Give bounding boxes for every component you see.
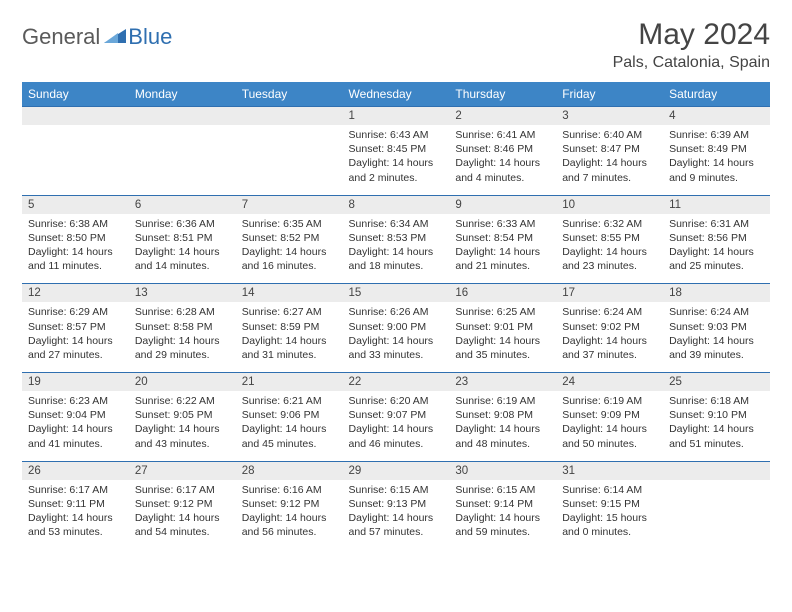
- detail-cell: [22, 125, 129, 195]
- date-cell: 22: [343, 373, 450, 392]
- date-cell: 20: [129, 373, 236, 392]
- date-cell: 16: [449, 284, 556, 303]
- detail-cell: Sunrise: 6:16 AMSunset: 9:12 PMDaylight:…: [236, 480, 343, 550]
- detail-cell: Sunrise: 6:24 AMSunset: 9:02 PMDaylight:…: [556, 302, 663, 372]
- day-header: Thursday: [449, 82, 556, 107]
- detail-cell: Sunrise: 6:19 AMSunset: 9:08 PMDaylight:…: [449, 391, 556, 461]
- header: General Blue May 2024 Pals, Catalonia, S…: [22, 18, 770, 72]
- day-header: Saturday: [663, 82, 770, 107]
- day-header: Sunday: [22, 82, 129, 107]
- date-cell: 29: [343, 461, 450, 480]
- detail-row: Sunrise: 6:38 AMSunset: 8:50 PMDaylight:…: [22, 214, 770, 284]
- date-cell: 3: [556, 107, 663, 126]
- triangle-icon: [104, 27, 126, 48]
- date-cell: 9: [449, 195, 556, 214]
- title-block: May 2024 Pals, Catalonia, Spain: [613, 18, 770, 72]
- date-row: 26 27 28 29 30 31: [22, 461, 770, 480]
- day-header: Tuesday: [236, 82, 343, 107]
- date-cell: 31: [556, 461, 663, 480]
- detail-cell: Sunrise: 6:38 AMSunset: 8:50 PMDaylight:…: [22, 214, 129, 284]
- date-cell: 7: [236, 195, 343, 214]
- date-cell: 21: [236, 373, 343, 392]
- detail-cell: Sunrise: 6:15 AMSunset: 9:13 PMDaylight:…: [343, 480, 450, 550]
- detail-cell: Sunrise: 6:39 AMSunset: 8:49 PMDaylight:…: [663, 125, 770, 195]
- day-header: Wednesday: [343, 82, 450, 107]
- detail-cell: Sunrise: 6:27 AMSunset: 8:59 PMDaylight:…: [236, 302, 343, 372]
- date-cell: [129, 107, 236, 126]
- day-header: Monday: [129, 82, 236, 107]
- date-cell: [22, 107, 129, 126]
- date-cell: 12: [22, 284, 129, 303]
- month-title: May 2024: [613, 18, 770, 52]
- detail-cell: Sunrise: 6:32 AMSunset: 8:55 PMDaylight:…: [556, 214, 663, 284]
- date-cell: 18: [663, 284, 770, 303]
- date-cell: 24: [556, 373, 663, 392]
- date-row: 12 13 14 15 16 17 18: [22, 284, 770, 303]
- detail-cell: [236, 125, 343, 195]
- logo: General Blue: [22, 24, 172, 50]
- date-row: 19 20 21 22 23 24 25: [22, 373, 770, 392]
- detail-cell: Sunrise: 6:40 AMSunset: 8:47 PMDaylight:…: [556, 125, 663, 195]
- detail-cell: Sunrise: 6:15 AMSunset: 9:14 PMDaylight:…: [449, 480, 556, 550]
- date-cell: 25: [663, 373, 770, 392]
- date-cell: 27: [129, 461, 236, 480]
- logo-text-blue: Blue: [128, 24, 172, 50]
- date-cell: 30: [449, 461, 556, 480]
- date-cell: 26: [22, 461, 129, 480]
- calendar-table: Sunday Monday Tuesday Wednesday Thursday…: [22, 82, 770, 549]
- detail-cell: Sunrise: 6:41 AMSunset: 8:46 PMDaylight:…: [449, 125, 556, 195]
- detail-cell: Sunrise: 6:22 AMSunset: 9:05 PMDaylight:…: [129, 391, 236, 461]
- detail-cell: Sunrise: 6:24 AMSunset: 9:03 PMDaylight:…: [663, 302, 770, 372]
- detail-row: Sunrise: 6:29 AMSunset: 8:57 PMDaylight:…: [22, 302, 770, 372]
- detail-cell: [129, 125, 236, 195]
- detail-cell: [663, 480, 770, 550]
- detail-cell: Sunrise: 6:28 AMSunset: 8:58 PMDaylight:…: [129, 302, 236, 372]
- date-row: 5 6 7 8 9 10 11: [22, 195, 770, 214]
- detail-cell: Sunrise: 6:43 AMSunset: 8:45 PMDaylight:…: [343, 125, 450, 195]
- date-cell: 11: [663, 195, 770, 214]
- date-cell: 17: [556, 284, 663, 303]
- detail-cell: Sunrise: 6:35 AMSunset: 8:52 PMDaylight:…: [236, 214, 343, 284]
- detail-cell: Sunrise: 6:34 AMSunset: 8:53 PMDaylight:…: [343, 214, 450, 284]
- date-cell: [236, 107, 343, 126]
- detail-cell: Sunrise: 6:14 AMSunset: 9:15 PMDaylight:…: [556, 480, 663, 550]
- date-row: 1 2 3 4: [22, 107, 770, 126]
- date-cell: [663, 461, 770, 480]
- detail-cell: Sunrise: 6:21 AMSunset: 9:06 PMDaylight:…: [236, 391, 343, 461]
- date-cell: 2: [449, 107, 556, 126]
- date-cell: 19: [22, 373, 129, 392]
- detail-cell: Sunrise: 6:23 AMSunset: 9:04 PMDaylight:…: [22, 391, 129, 461]
- day-header: Friday: [556, 82, 663, 107]
- detail-cell: Sunrise: 6:18 AMSunset: 9:10 PMDaylight:…: [663, 391, 770, 461]
- detail-cell: Sunrise: 6:17 AMSunset: 9:11 PMDaylight:…: [22, 480, 129, 550]
- detail-cell: Sunrise: 6:36 AMSunset: 8:51 PMDaylight:…: [129, 214, 236, 284]
- detail-cell: Sunrise: 6:19 AMSunset: 9:09 PMDaylight:…: [556, 391, 663, 461]
- date-cell: 5: [22, 195, 129, 214]
- location: Pals, Catalonia, Spain: [613, 54, 770, 72]
- detail-cell: Sunrise: 6:20 AMSunset: 9:07 PMDaylight:…: [343, 391, 450, 461]
- date-cell: 1: [343, 107, 450, 126]
- detail-cell: Sunrise: 6:25 AMSunset: 9:01 PMDaylight:…: [449, 302, 556, 372]
- logo-text-general: General: [22, 24, 100, 50]
- date-cell: 13: [129, 284, 236, 303]
- date-cell: 8: [343, 195, 450, 214]
- day-header-row: Sunday Monday Tuesday Wednesday Thursday…: [22, 82, 770, 107]
- date-cell: 23: [449, 373, 556, 392]
- detail-cell: Sunrise: 6:29 AMSunset: 8:57 PMDaylight:…: [22, 302, 129, 372]
- date-cell: 6: [129, 195, 236, 214]
- date-cell: 4: [663, 107, 770, 126]
- detail-cell: Sunrise: 6:17 AMSunset: 9:12 PMDaylight:…: [129, 480, 236, 550]
- detail-row: Sunrise: 6:23 AMSunset: 9:04 PMDaylight:…: [22, 391, 770, 461]
- detail-cell: Sunrise: 6:26 AMSunset: 9:00 PMDaylight:…: [343, 302, 450, 372]
- detail-cell: Sunrise: 6:31 AMSunset: 8:56 PMDaylight:…: [663, 214, 770, 284]
- detail-row: Sunrise: 6:43 AMSunset: 8:45 PMDaylight:…: [22, 125, 770, 195]
- detail-cell: Sunrise: 6:33 AMSunset: 8:54 PMDaylight:…: [449, 214, 556, 284]
- date-cell: 10: [556, 195, 663, 214]
- date-cell: 15: [343, 284, 450, 303]
- date-cell: 14: [236, 284, 343, 303]
- date-cell: 28: [236, 461, 343, 480]
- detail-row: Sunrise: 6:17 AMSunset: 9:11 PMDaylight:…: [22, 480, 770, 550]
